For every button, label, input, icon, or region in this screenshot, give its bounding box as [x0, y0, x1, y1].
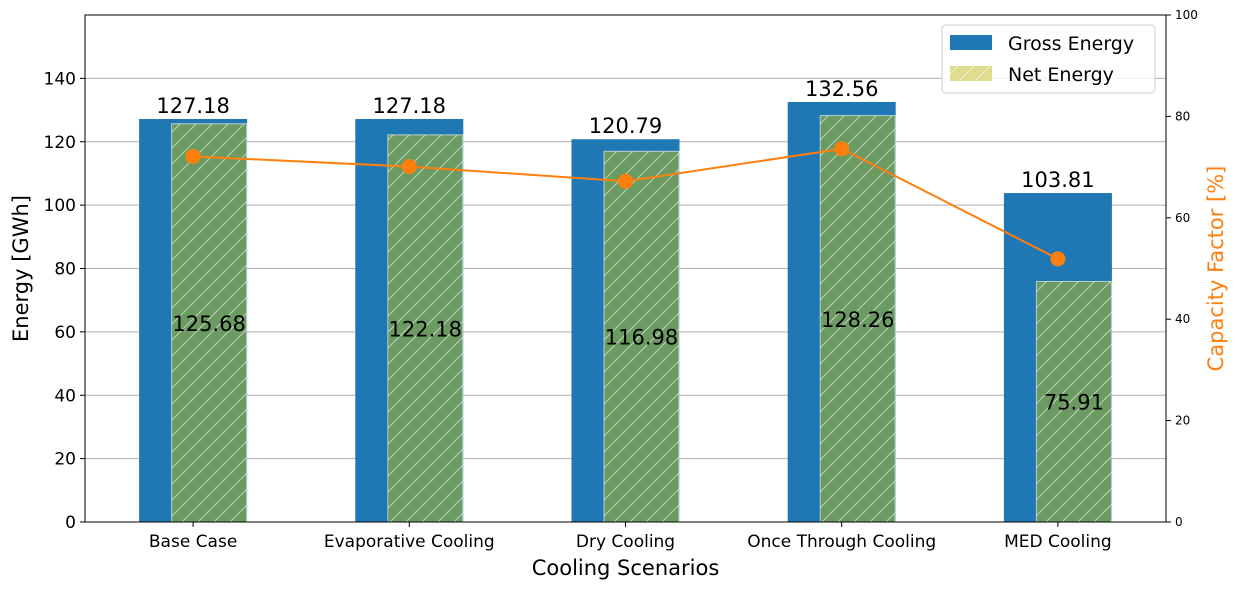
capacity-factor-point: [185, 148, 201, 164]
legend-label-gross-energy: Gross Energy: [1008, 33, 1134, 55]
bar-net-energy-hatch: [820, 115, 896, 523]
bar-net-energy-hatch: [604, 151, 679, 522]
y-axis-title: Energy [GWh]: [9, 195, 33, 342]
legend-swatch-gross-energy: [950, 35, 992, 50]
y2-tick-label: 20: [1175, 414, 1190, 428]
y-tick-label: 140: [44, 69, 76, 89]
y2-axis-title: Capacity Factor [%]: [1204, 166, 1228, 372]
gross-energy-value-label: 127.18: [156, 94, 229, 118]
net-energy-value-label: 128.26: [821, 308, 894, 332]
gross-energy-value-label: 120.79: [589, 114, 662, 138]
y-tick-label: 20: [54, 450, 76, 470]
gross-energy-value-label: 103.81: [1021, 168, 1094, 192]
y2-tick-label: 80: [1175, 109, 1190, 123]
y-tick-label: 0: [65, 513, 76, 533]
bar-net-energy-hatch: [387, 134, 463, 522]
data-labels: 127.18 125.68 127.18 122.18 120.79 116.98 132.…: [156, 77, 1104, 415]
y2-tick-label: 60: [1175, 211, 1190, 225]
bar-net-energy-hatch: [171, 123, 247, 523]
gross-energy-value-label: 127.18: [373, 94, 446, 118]
net-energy-value-label: 116.98: [605, 326, 678, 350]
bar-net-energy-hatch: [1036, 281, 1112, 522]
bars: [139, 101, 1112, 523]
y-tick-label: 80: [54, 260, 76, 280]
y-tick-label: 100: [44, 196, 76, 216]
capacity-factor-point: [834, 141, 850, 157]
y-tick-label: 120: [44, 133, 76, 153]
legend-box: [941, 24, 1156, 94]
y2-tick-label: 40: [1175, 312, 1190, 326]
capacity-factor-line: [185, 141, 1066, 267]
capacity-factor-point: [618, 173, 633, 189]
x-axis-title: Cooling Scenarios: [532, 556, 720, 580]
y2-tick-label: 0: [1175, 515, 1183, 529]
x-tick-label: Once Through Cooling: [747, 532, 936, 552]
x-tick-label: Evaporative Cooling: [324, 532, 495, 552]
gross-energy-value-label: 132.56: [805, 77, 878, 101]
y-tick-label: 60: [54, 323, 76, 343]
net-energy-value-label: 75.91: [1044, 391, 1104, 415]
axes: 0 20 40 60 80 100 120 140 0 20 40 60 80 100 Base Case E…: [9, 8, 1228, 580]
capacity-factor-point: [1050, 251, 1066, 267]
legend: Gross Energy Net Energy: [941, 24, 1156, 94]
x-tick-label: MED Cooling: [1004, 532, 1112, 552]
net-energy-value-label: 122.18: [389, 317, 462, 341]
net-energy-value-label: 125.68: [172, 312, 245, 336]
x-tick-label: Base Case: [149, 532, 237, 552]
legend-swatch-net-energy-hatch: [950, 66, 992, 81]
x-tick-label: Dry Cooling: [576, 532, 675, 552]
legend-label-net-energy: Net Energy: [1008, 64, 1114, 86]
capacity-factor-point: [401, 159, 417, 175]
y2-tick-label: 100: [1175, 8, 1198, 22]
y-tick-label: 40: [54, 386, 76, 406]
